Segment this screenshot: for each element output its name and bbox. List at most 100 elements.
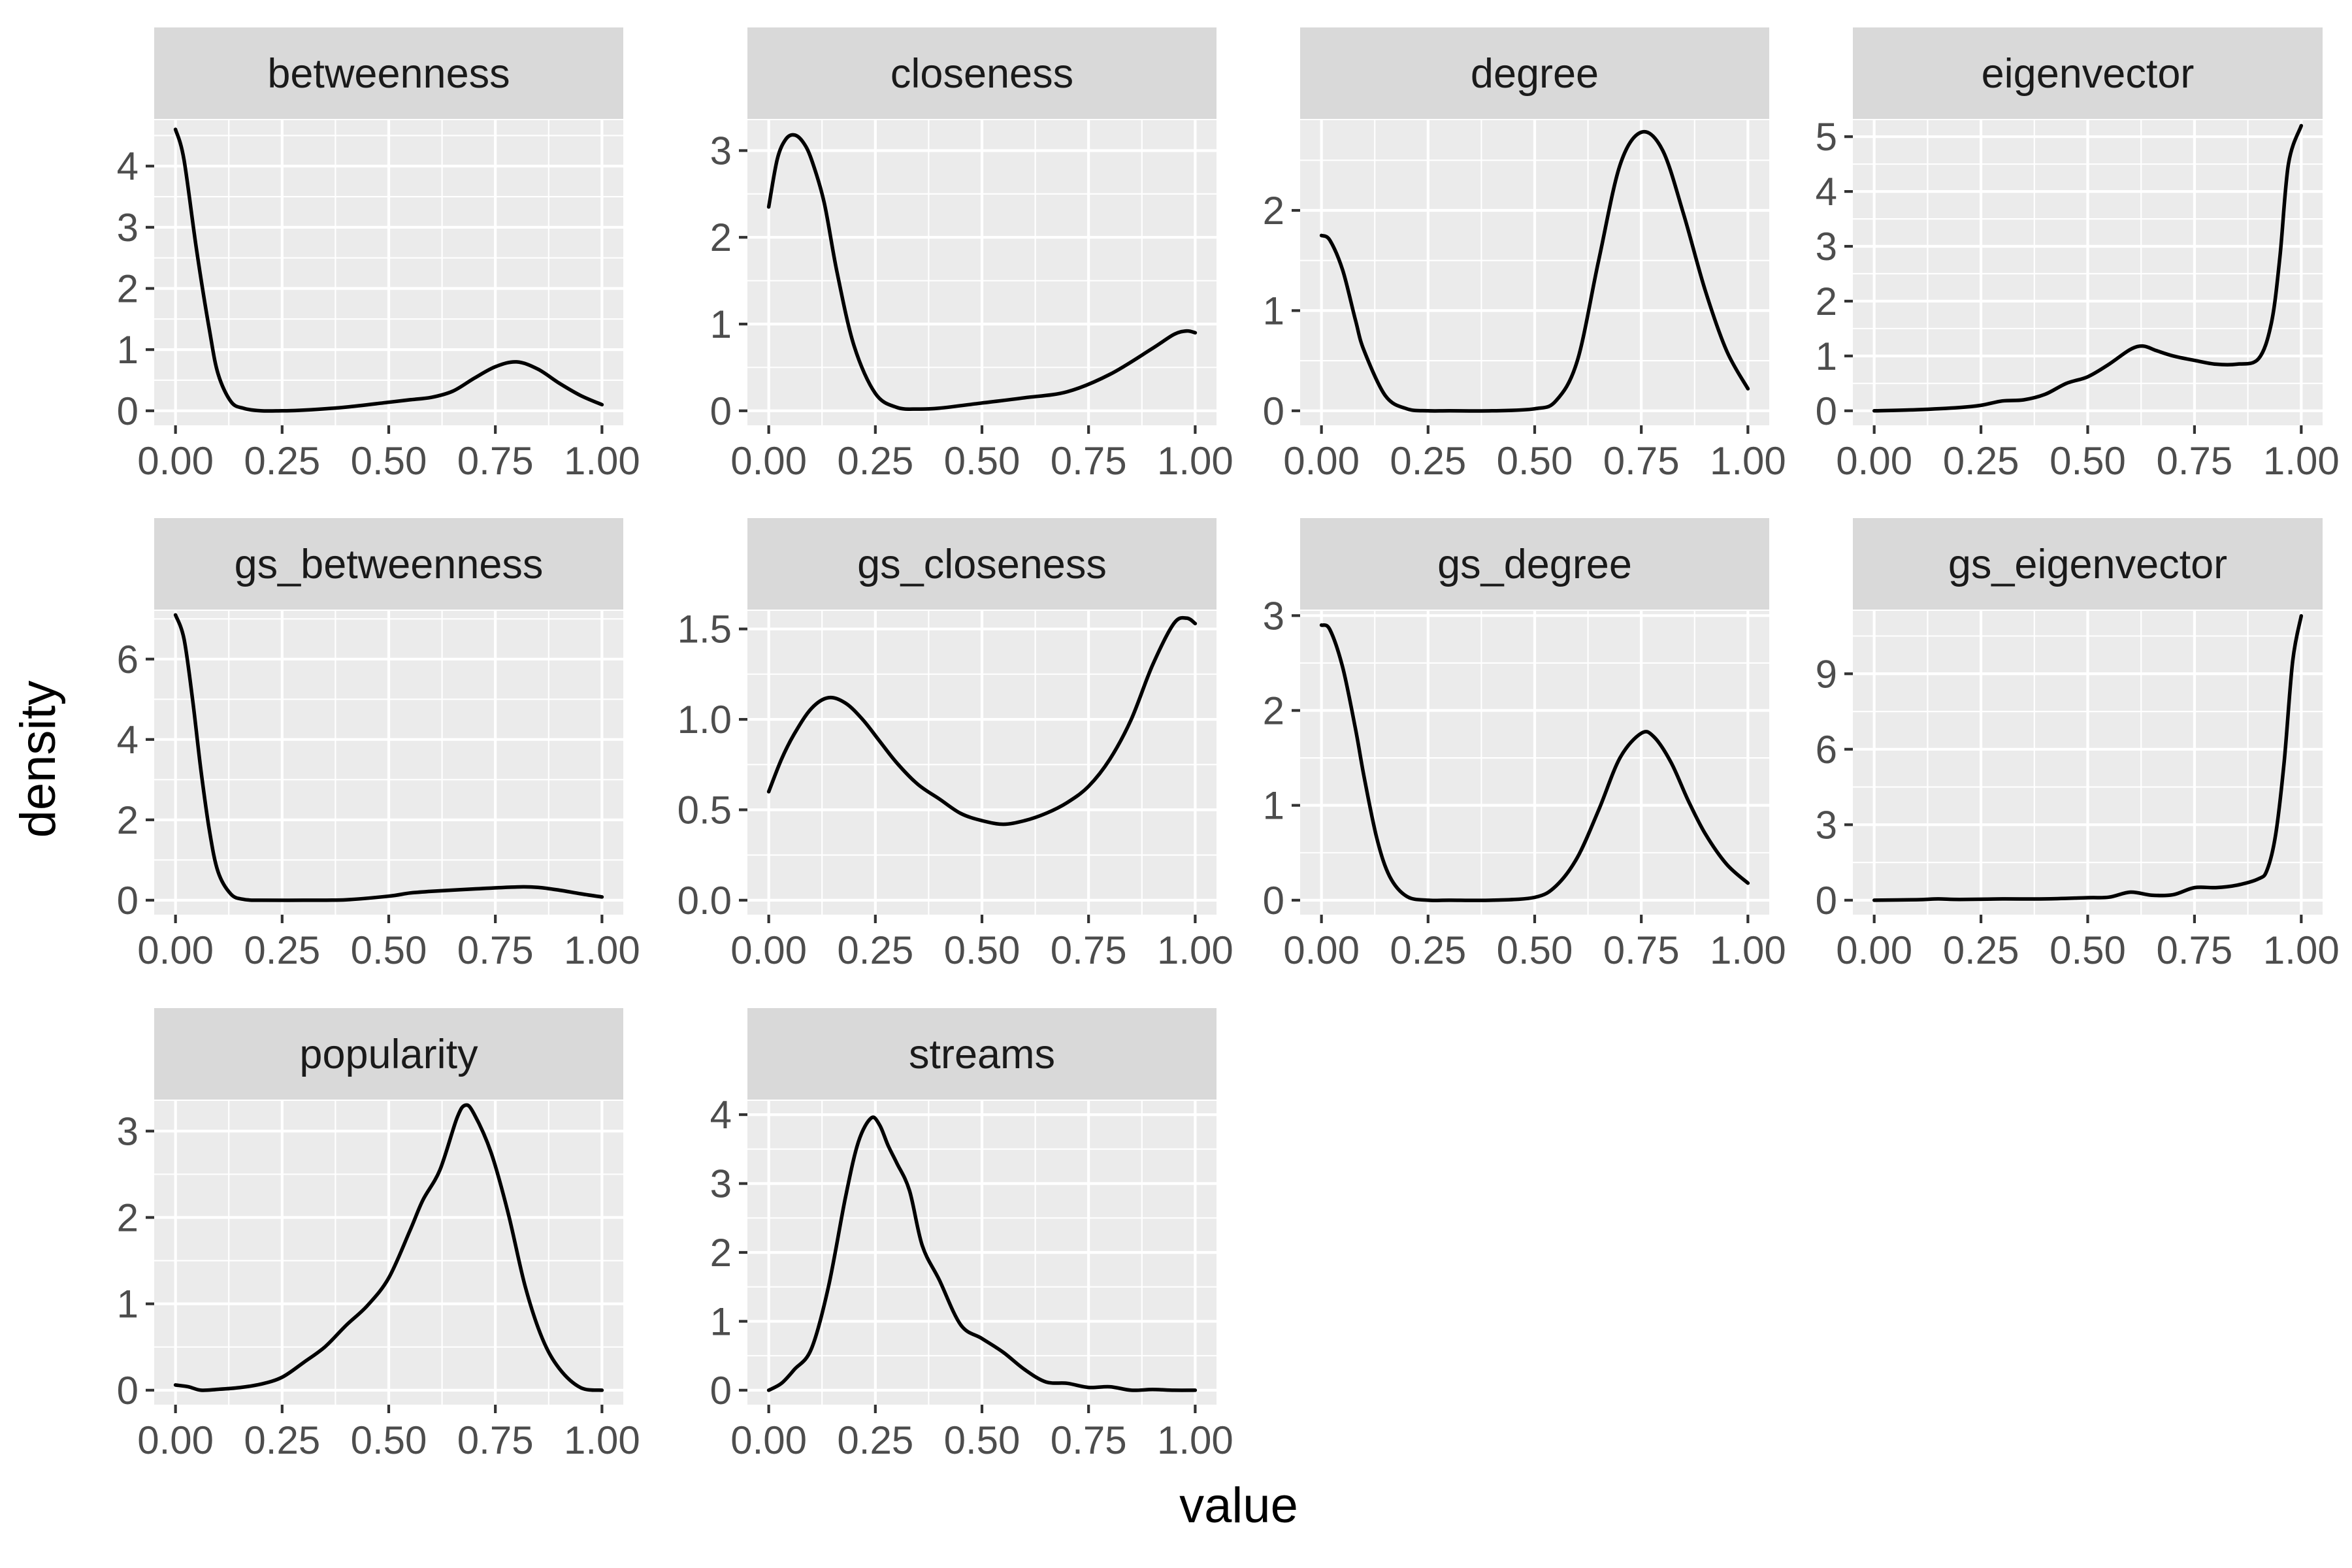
y-tick-label: 3 — [710, 129, 732, 172]
x-tick-label: 0.00 — [137, 439, 214, 483]
y-tick-label: 3 — [117, 206, 139, 250]
x-tick-label: 0.50 — [351, 439, 427, 483]
x-tick-label: 0.00 — [137, 1418, 214, 1462]
x-tick-label: 0.75 — [1051, 1418, 1127, 1462]
y-tick-label: 0.0 — [678, 879, 732, 923]
y-tick-label: 1.0 — [678, 698, 732, 742]
strip-label: gs_betweenness — [235, 542, 544, 587]
x-tick-label: 0.00 — [1836, 928, 1912, 972]
y-tick-label: 1.5 — [678, 608, 732, 651]
y-tick-label: 2 — [117, 798, 139, 842]
x-tick-label: 0.75 — [1051, 928, 1127, 972]
y-tick-label: 4 — [117, 718, 139, 762]
facet-gs-closeness: gs_closeness 0.00 0.25 0.50 0.75 1.00 0.0 0.5 1.… — [678, 518, 1233, 972]
x-tick-label: 0.75 — [1051, 439, 1127, 483]
y-tick-label: 5 — [1816, 115, 1837, 159]
x-tick-label: 0.50 — [1497, 928, 1573, 972]
x-tick-label: 0.50 — [944, 439, 1021, 483]
x-tick-label: 0.75 — [1603, 928, 1680, 972]
strip-background — [154, 1008, 623, 1100]
y-tick-label: 1 — [710, 302, 732, 346]
y-tick-label: 3 — [1816, 803, 1837, 847]
x-tick-label: 1.00 — [564, 439, 640, 483]
strip-label: betweenness — [267, 51, 510, 97]
y-tick-label: 0 — [117, 879, 139, 923]
x-tick-label: 1.00 — [1157, 439, 1233, 483]
x-tick-label: 0.25 — [837, 439, 913, 483]
x-tick-label: 0.50 — [944, 1418, 1021, 1462]
y-tick-label: 1 — [1263, 784, 1284, 828]
strip-background — [1853, 518, 2323, 610]
x-tick-label: 0.25 — [244, 928, 320, 972]
x-tick-label: 0.75 — [457, 439, 534, 483]
strip-label: gs_eigenvector — [1948, 542, 2227, 587]
facet-gs-degree: gs_degree 0.00 0.25 0.50 0.75 1.00 0 1 2 3 — [1263, 518, 1786, 972]
facet-streams: streams 0.00 0.25 0.50 0.75 1.00 0 1 2 3 4 — [710, 1008, 1233, 1462]
density-line-popularity — [173, 1103, 604, 1392]
x-tick-label: 0.25 — [1390, 439, 1466, 483]
y-tick-label: 2 — [1263, 689, 1284, 732]
x-tick-label: 1.00 — [2263, 439, 2340, 483]
x-tick-label: 0.25 — [1943, 928, 2019, 972]
strip-label: closeness — [890, 51, 1073, 97]
x-tick-label: 0.00 — [1283, 439, 1360, 483]
density-line-gs-betweenness — [173, 613, 604, 902]
density-line-gs-eigenvector — [1872, 613, 2304, 902]
x-tick-label: 0.00 — [730, 1418, 807, 1462]
y-tick-label: 0 — [1263, 879, 1284, 923]
y-tick-label: 0 — [1816, 389, 1837, 433]
y-tick-label: 1 — [117, 328, 139, 372]
y-tick-label: 0 — [117, 389, 139, 433]
strip-background — [747, 27, 1217, 119]
strip-label: gs_degree — [1437, 542, 1632, 587]
y-tick-label: 2 — [1816, 280, 1837, 323]
x-tick-label: 1.00 — [564, 928, 640, 972]
strip-label: popularity — [299, 1032, 478, 1077]
facet-eigenvector: eigenvector 0.00 0.25 0.50 0.75 1.00 0 1 2 3 4 5 — [1816, 27, 2340, 483]
facet-closeness: closeness 0.00 0.25 0.50 0.75 1.00 0 1 2 3 — [710, 27, 1233, 483]
facet-gs-eigenvector: gs_eigenvector 0.00 0.25 0.50 0.75 1.00 0 3 6 9 — [1816, 518, 2340, 972]
y-tick-label: 9 — [1816, 652, 1837, 696]
y-tick-label: 4 — [117, 144, 139, 188]
y-tick-label: 0.5 — [678, 788, 732, 832]
y-tick-label: 2 — [117, 267, 139, 310]
y-tick-label: 1 — [710, 1299, 732, 1343]
x-tick-label: 1.00 — [1710, 439, 1786, 483]
y-tick-label: 2 — [710, 1231, 732, 1275]
strip-background — [154, 518, 623, 610]
x-tick-label: 1.00 — [2263, 928, 2340, 972]
y-axis-title: density — [10, 681, 66, 838]
density-line-closeness — [766, 133, 1198, 411]
x-tick-label: 0.75 — [2157, 439, 2233, 483]
strip-background — [1853, 27, 2323, 119]
x-tick-label: 0.75 — [2157, 928, 2233, 972]
strip-label: gs_closeness — [857, 542, 1107, 587]
x-tick-label: 0.00 — [1836, 439, 1912, 483]
strip-background — [154, 27, 623, 119]
density-line-gs-closeness — [766, 615, 1198, 826]
x-tick-label: 1.00 — [1157, 1418, 1233, 1462]
y-tick-label: 0 — [710, 1369, 732, 1413]
x-tick-label: 0.25 — [1943, 439, 2019, 483]
x-tick-label: 0.00 — [137, 928, 214, 972]
y-tick-label: 2 — [117, 1196, 139, 1239]
facet-betweenness: betweenness 0.00 0.25 0.50 0.75 1.00 0 1 2 3 4 — [117, 27, 640, 483]
x-tick-label: 1.00 — [1710, 928, 1786, 972]
x-tick-label: 0.50 — [351, 928, 427, 972]
y-tick-label: 0 — [117, 1369, 139, 1413]
x-tick-label: 0.25 — [837, 928, 913, 972]
x-tick-label: 0.00 — [730, 439, 807, 483]
y-tick-label: 2 — [1263, 189, 1284, 233]
x-tick-label: 0.25 — [244, 439, 320, 483]
y-tick-label: 2 — [710, 216, 732, 259]
facet-popularity: popularity 0.00 0.25 0.50 0.75 1.00 0 1 2 3 — [117, 1008, 640, 1462]
y-tick-label: 3 — [1263, 594, 1284, 638]
x-tick-label: 0.25 — [837, 1418, 913, 1462]
x-tick-label: 0.50 — [2050, 928, 2126, 972]
x-tick-label: 0.75 — [457, 928, 534, 972]
density-line-degree — [1319, 129, 1750, 413]
facet-degree: degree 0.00 0.25 0.50 0.75 1.00 0 1 2 — [1263, 27, 1786, 483]
strip-label: streams — [909, 1032, 1055, 1077]
x-tick-label: 0.25 — [244, 1418, 320, 1462]
